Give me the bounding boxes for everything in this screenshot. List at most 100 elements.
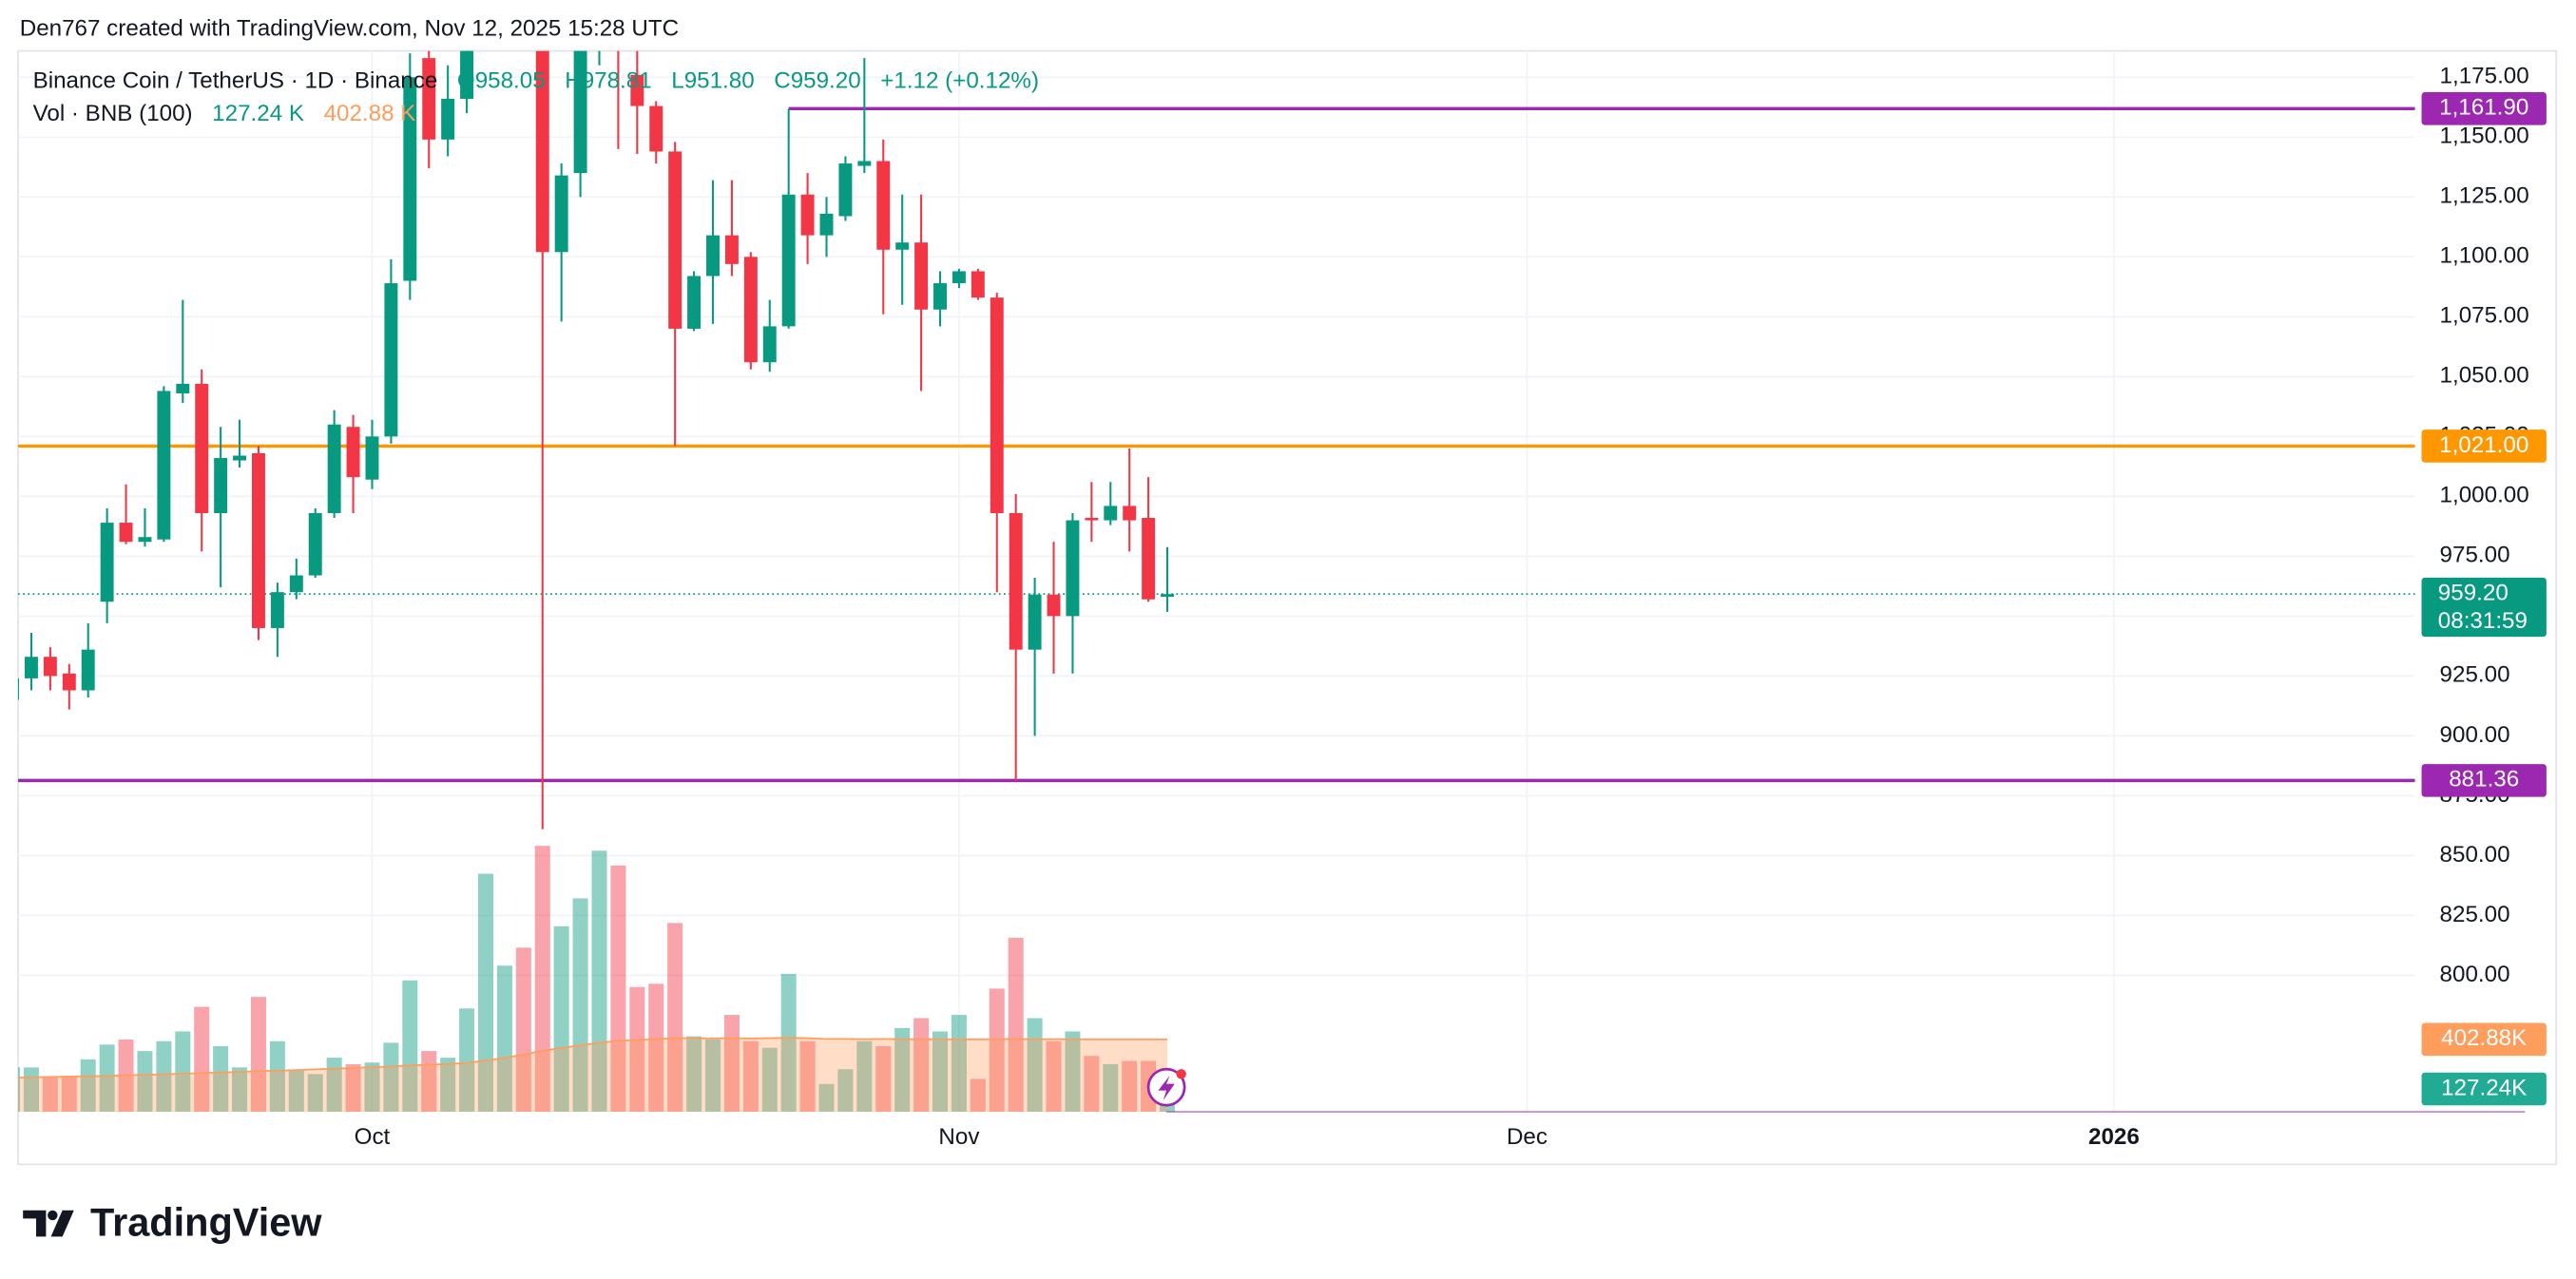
x-tick-label: Dec [1507,1124,1548,1150]
volume-bar [1065,1031,1081,1113]
candle-body [43,657,57,677]
volume-value: 127.24 K [212,101,304,126]
candle-body [308,512,322,576]
volume-bar [156,1040,172,1113]
candle-body [422,58,436,140]
volume-bar [440,1058,456,1113]
volume-bar [477,873,493,1113]
volume-bar [913,1018,930,1113]
level-label-bg [2421,92,2547,125]
volume-bar [496,965,512,1113]
volume-label-bg [2421,1022,2547,1057]
volume-bar [459,1008,475,1113]
volume-bar [704,1039,721,1113]
volume-ma-value: 402.88 K [324,101,416,126]
candle-body [119,523,133,543]
y-tick-label: 925.00 [2440,662,2510,688]
y-tick-label: 975.00 [2440,543,2510,568]
candle-body [24,657,38,678]
y-tick-label: 850.00 [2440,842,2510,868]
candle-body [460,50,474,99]
candle-body [1085,518,1099,521]
symbol: Binance Coin / TetherUS · 1D · Binance [33,68,438,94]
candle-body [214,458,228,513]
level-label-bg [2421,764,2547,797]
volume-bar [402,980,418,1113]
candle-body [914,242,929,310]
candle-body [857,161,872,166]
candle-body [1028,594,1042,650]
y-tick-label: 1,100.00 [2440,243,2529,269]
logo-text: TradingView [90,1199,322,1244]
volume-bar [856,1040,873,1113]
volume-ma-line [18,1037,1168,1079]
volume-title: Vol · BNB (100) [33,101,193,126]
candle-body [687,276,702,329]
candle-body [1009,512,1023,650]
candle-body [327,424,341,513]
volume-bar [761,1047,778,1113]
volume-bar [421,1051,437,1113]
volume-legend: Vol · BNB (100) 127.24 K 402.88 K [33,101,416,126]
y-tick-label: 800.00 [2440,962,2510,987]
candle-body [1047,594,1061,617]
volume-label: 127.24K [2441,1075,2527,1100]
volume-bar [572,898,588,1113]
volume-bar [780,973,797,1113]
candle-body [895,242,910,250]
volume-bar [137,1051,153,1113]
volume-bar [364,1062,380,1113]
y-tick-label: 1,175.00 [2440,64,2529,89]
x-tick-label: Nov [938,1124,980,1150]
candle-body [384,283,398,437]
candle-body [535,50,549,253]
candle-body [800,194,815,236]
candle-body [346,427,360,478]
candle-body [630,74,644,106]
grid [18,50,2415,1113]
chart-frame [17,49,2558,1166]
volume-bar [1027,1018,1043,1113]
volume-bar [932,1031,949,1113]
candle-body [933,283,947,310]
volume-bar [970,1079,986,1113]
volume-bar [42,1077,58,1113]
volume-bar [383,1042,399,1113]
candle-body [138,537,152,543]
volume-bar [667,923,683,1113]
candle-body [289,575,303,593]
volume-bar [723,1015,740,1113]
last-price-bg [2421,577,2547,638]
volume-bar [629,986,645,1113]
candle-body [18,678,20,700]
logo[interactable]: TradingView [23,1199,322,1244]
candle-body [81,649,95,691]
candle-body [441,98,455,140]
volume-bar [799,1040,816,1113]
x-tick-label: 2026 [2088,1124,2140,1150]
y-tick-label: 825.00 [2440,902,2510,927]
volume-bar [591,850,607,1113]
volume-bar [742,1040,759,1113]
y-tick-label: 1,075.00 [2440,303,2529,329]
volume-bar [553,926,569,1113]
candle-body [706,235,720,277]
legend-close: C959.20 [774,68,860,94]
volume-bar [1008,937,1024,1113]
volume-bar [307,1074,323,1113]
volume-bar [1103,1063,1119,1113]
candle-body [838,163,853,217]
alert-icon[interactable] [1146,1067,1186,1107]
y-tick-label: 1,150.00 [2440,124,2529,149]
candle-body [1161,594,1175,598]
y-tick-label: 900.00 [2440,722,2510,748]
volume-bar [534,846,550,1113]
price-pane [18,50,2415,830]
volume-bar [232,1067,248,1113]
volume-bar [326,1058,342,1113]
volume-bar [1122,1060,1138,1113]
candle-body [952,271,966,284]
candle-body [270,592,284,628]
